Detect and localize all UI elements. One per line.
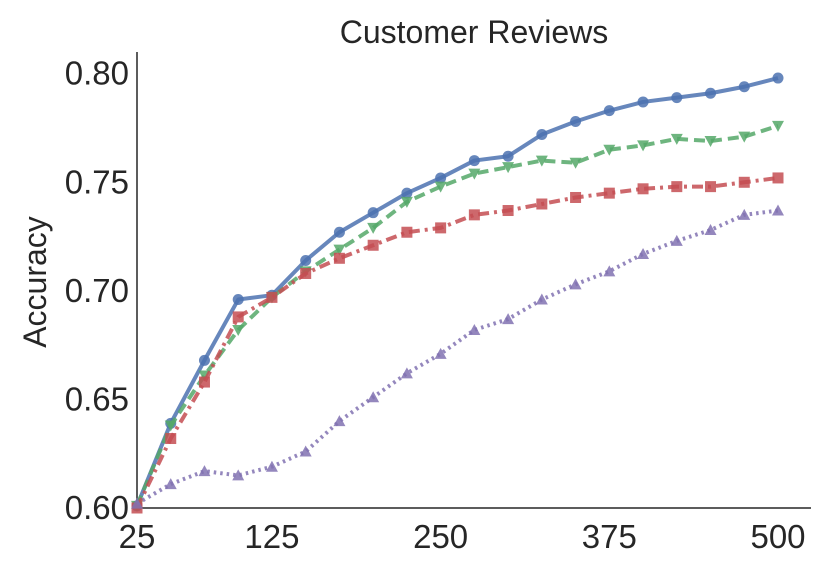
data-point [367,207,379,219]
data-point [502,150,514,162]
data-point [400,196,413,208]
data-point [164,420,177,432]
y-tick-labels: 0.60 0.65 0.70 0.75 0.80 [65,55,129,526]
x-tick-labels: 25 125 250 375 500 [119,518,806,555]
data-point [637,183,649,195]
x-tick-label: 375 [582,518,637,555]
data-point [772,204,784,216]
data-point [570,191,582,203]
series-triangle-up [131,204,784,509]
data-point [198,376,210,388]
chart-title: Customer Reviews [340,14,609,50]
data-point [772,120,784,132]
data-point [705,181,717,193]
y-tick-label: 0.60 [65,489,129,526]
data-point [468,209,480,221]
data-point [435,172,447,184]
data-point [637,247,650,259]
y-axis-label: Accuracy [17,216,53,348]
data-point [165,433,177,445]
data-point [535,293,548,305]
data-point [400,367,413,379]
data-point [536,129,548,141]
data-point [738,208,751,220]
data-point [367,222,380,234]
series-line [135,208,779,506]
y-tick-label: 0.70 [65,272,129,309]
data-point [434,181,447,193]
data-point [536,198,548,210]
data-point [198,465,211,477]
data-point [671,181,683,193]
data-point [670,234,683,246]
data-point [164,478,177,490]
data-point [671,92,683,104]
data-point [434,347,447,359]
data-point [435,222,447,234]
data-point [569,157,582,169]
data-point [502,162,515,174]
data-point [401,187,413,199]
data-point [232,311,244,323]
data-point [603,105,615,117]
data-point [704,224,717,236]
data-point [468,155,480,167]
data-point [468,323,481,335]
data-point [232,324,245,336]
data-point [772,172,784,184]
data-point [367,391,380,403]
series-line [135,175,779,509]
data-point [131,497,143,509]
x-tick-label: 250 [413,518,468,555]
series-square [131,172,784,514]
data-point [266,291,278,303]
data-point [367,239,379,251]
data-point [333,252,345,264]
data-point [603,187,615,199]
data-point [401,226,413,238]
x-tick-label: 125 [244,518,299,555]
data-point [333,244,346,256]
series-layer [131,72,784,514]
data-point [300,254,312,266]
data-point [333,415,346,427]
data-point [502,313,515,325]
data-point [637,96,649,108]
data-point [738,176,750,188]
data-point [232,294,244,306]
y-tick-label: 0.65 [65,380,129,417]
data-point [265,460,278,472]
data-point [535,155,548,167]
data-point [333,226,345,238]
data-point [772,72,784,84]
x-tick-label: 25 [119,518,156,555]
data-point [637,140,650,152]
data-point [738,131,751,143]
data-point [468,168,481,180]
data-point [299,445,312,457]
y-tick-label: 0.75 [65,163,129,200]
series-line [135,76,779,507]
data-point [198,354,210,366]
x-tick-label: 500 [750,518,805,555]
data-point [502,205,514,217]
data-point [738,81,750,93]
data-point [232,469,245,481]
y-tick-label: 0.80 [65,55,129,92]
data-point [300,267,312,279]
data-point [704,136,717,148]
series-line [135,123,779,507]
data-point [569,278,582,290]
data-point [570,115,582,127]
data-point [705,87,717,99]
data-point [603,265,616,277]
data-point [670,133,683,145]
data-point [603,144,616,156]
